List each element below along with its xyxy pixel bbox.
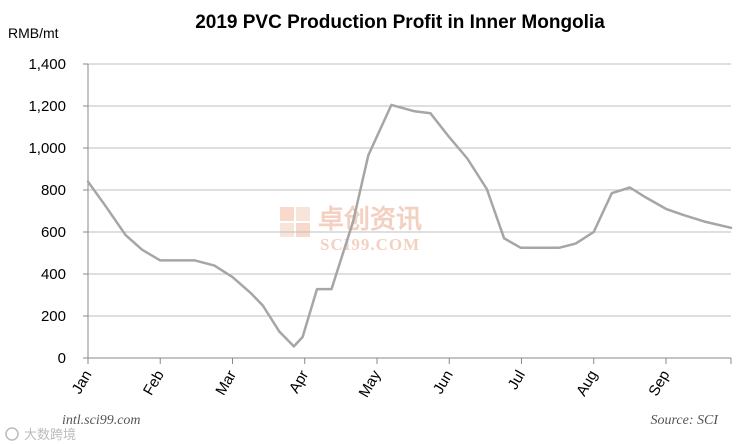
corner-watermark-text: 大数跨境 [24, 428, 76, 443]
watermark-logo-square [280, 223, 294, 237]
series-line [86, 103, 733, 348]
corner-watermark-icon [5, 427, 19, 441]
x-tick-label: Feb [140, 368, 168, 399]
grid-lines [88, 63, 731, 317]
y-tick-label: 1,000 [28, 140, 66, 157]
watermark-en-text: SCI99.COM [320, 235, 420, 254]
watermark-url-text: intl.sci99.com [62, 413, 141, 428]
x-tick-label: Apr [286, 367, 312, 396]
watermark-logo-square [280, 207, 294, 221]
y-tick-label: 600 [41, 224, 66, 241]
y-tick-label: 400 [41, 266, 66, 283]
x-tick-label: Sep [645, 368, 673, 400]
chart-title: 2019 PVC Production Profit in Inner Mong… [195, 12, 605, 33]
y-axis-unit-label: RMB/mt [8, 25, 59, 41]
x-tick-label: Jul [505, 368, 529, 393]
x-tick-label: Aug [573, 368, 601, 400]
watermark-logo-square [296, 207, 310, 221]
y-tick-label: 0 [58, 350, 66, 367]
x-tick-label: May [356, 367, 385, 400]
source-label: Source: SCI [650, 413, 719, 428]
x-tick-label: Jun [430, 368, 457, 397]
y-tick-label: 1,400 [28, 56, 66, 73]
y-tick-label: 200 [41, 308, 66, 325]
watermark-logo-square [296, 223, 310, 237]
y-tick-label: 1,200 [28, 98, 66, 115]
x-tick-label: Mar [212, 368, 240, 399]
series-group [86, 103, 733, 348]
axes [83, 63, 732, 364]
y-tick-label: 800 [41, 182, 66, 199]
y-tick-labels: 0 200 400 600 800 1,000 1,200 1,400 [28, 56, 66, 367]
watermark-cn-text: 卓创资讯 [318, 205, 422, 235]
corner-watermark: 大数跨境 [5, 427, 76, 443]
x-tick-label: Jan [69, 368, 96, 397]
x-tick-labels: Jan Feb Mar Apr May Jun Jul Aug Sep [69, 367, 674, 400]
